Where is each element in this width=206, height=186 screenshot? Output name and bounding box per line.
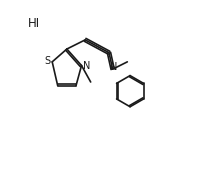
Text: HI: HI <box>28 17 40 30</box>
Text: N: N <box>109 62 117 72</box>
Text: S: S <box>44 56 50 66</box>
Text: N: N <box>83 61 90 71</box>
